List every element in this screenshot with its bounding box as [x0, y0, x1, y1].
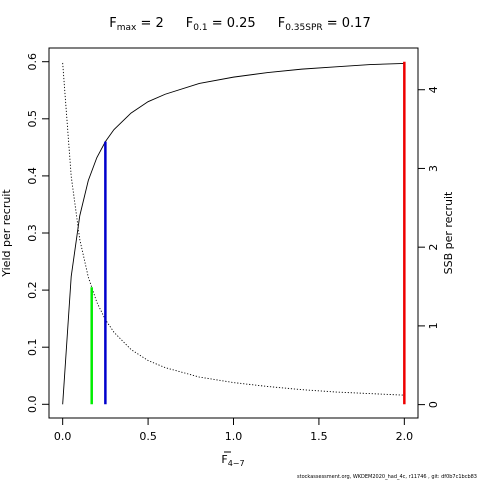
y2-tick-label: 4: [427, 86, 440, 93]
x-tick-label: 0.0: [54, 430, 72, 443]
title-subscript: 0.1: [193, 23, 207, 33]
title-symbol: F: [278, 16, 285, 31]
x-tick-label: 0.5: [139, 430, 157, 443]
y2-tick-label: 3: [427, 165, 440, 172]
y2-axis-label: SSB per recruit: [442, 191, 455, 274]
y-tick-label: 0.2: [26, 281, 39, 299]
y2-tick-label: 1: [427, 322, 440, 329]
x-label-subscript: 4−7: [228, 459, 245, 468]
title-value: = 0.25: [208, 16, 256, 31]
series-line: [62, 62, 405, 405]
title-subscript: max: [117, 23, 137, 33]
footer: stockassessment.org, WKDEM2020_had_4c, r…: [297, 474, 477, 480]
y-axis-label: Yield per recruit: [0, 189, 13, 278]
y2-tick-label: 2: [427, 244, 440, 251]
y-tick-label: 0.0: [26, 396, 39, 414]
y-tick-label: 0.6: [26, 53, 39, 71]
y-tick-label: 0.3: [26, 224, 39, 242]
x-tick-label: 2.0: [396, 430, 414, 443]
series-line: [62, 62, 405, 396]
title-subscript: 0.35SPR: [285, 23, 322, 33]
chart-title: Fmax = 2 F0.1 = 0.25 F0.35SPR = 0.17: [109, 16, 370, 33]
x-tick-label: 1.0: [225, 430, 243, 443]
y-tick-label: 0.1: [26, 338, 39, 356]
x-tick-label: 1.5: [310, 430, 328, 443]
x-axis-label: F4−7: [221, 453, 244, 468]
title-symbol: F: [109, 16, 116, 31]
x-label-symbol: F: [221, 453, 227, 466]
title-value: = 0.17: [323, 16, 371, 31]
y2-tick-label: 0: [427, 401, 440, 408]
y-tick-label: 0.5: [26, 110, 39, 128]
title-symbol: F: [186, 16, 193, 31]
title-value: = 2: [136, 16, 163, 31]
y-tick-label: 0.4: [26, 167, 39, 185]
